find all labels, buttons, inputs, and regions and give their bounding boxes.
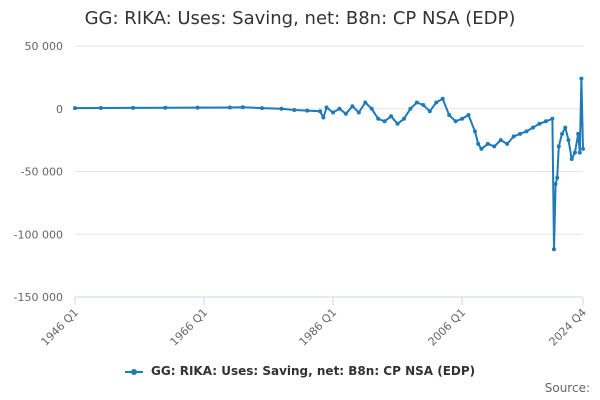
data-point — [321, 115, 326, 120]
legend[interactable]: GG: RIKA: Uses: Saving, net: B8n: CP NSA… — [0, 364, 600, 378]
tick-layer: 50 000 0 -50 000 -100 000 -150 000 1946 Q1 196… — [14, 40, 590, 348]
y-tick-label: 50 000 — [25, 40, 64, 53]
data-point — [479, 146, 484, 151]
data-point — [331, 110, 336, 115]
grid-layer — [75, 45, 583, 298]
source-label: Source: — [544, 381, 590, 395]
data-point — [73, 106, 77, 111]
data-point — [292, 108, 297, 113]
data-point — [447, 113, 452, 118]
data-point — [498, 138, 503, 143]
data-point — [518, 131, 523, 136]
legend-swatch-icon — [124, 367, 143, 377]
data-point — [440, 96, 445, 101]
data-point — [434, 100, 439, 105]
data-point — [569, 156, 574, 161]
data-point — [408, 106, 413, 111]
data-point — [427, 109, 432, 114]
x-tick-label: 1946 Q1 — [39, 306, 82, 349]
x-tick-label: 1986 Q1 — [297, 306, 340, 349]
data-point — [369, 106, 374, 111]
x-tick-label: 2006 Q1 — [426, 306, 469, 349]
data-point — [350, 104, 355, 109]
data-point — [576, 131, 581, 136]
data-point — [472, 129, 477, 134]
data-point — [376, 116, 381, 121]
y-tick-label: -100 000 — [14, 228, 63, 241]
data-point — [389, 114, 394, 119]
data-point — [421, 102, 426, 107]
data-point — [240, 105, 245, 110]
data-point — [577, 150, 582, 155]
data-point — [98, 105, 103, 110]
data-point — [563, 125, 568, 130]
data-point — [581, 146, 585, 151]
data-point — [531, 125, 536, 130]
data-point — [460, 116, 465, 121]
data-point — [227, 105, 232, 110]
chart-title: GG: RIKA: Uses: Saving, net: B8n: CP NSA… — [84, 8, 516, 29]
y-tick-label: 0 — [56, 103, 63, 116]
data-point — [318, 109, 323, 114]
data-point — [553, 182, 558, 187]
data-point — [551, 247, 556, 252]
data-point — [401, 116, 406, 121]
data-point — [195, 105, 200, 110]
axis-layer — [74, 296, 584, 305]
series-layer — [73, 76, 585, 252]
data-point — [572, 150, 577, 155]
data-point — [382, 119, 387, 124]
data-point — [556, 144, 561, 149]
data-point — [555, 175, 560, 180]
data-point — [163, 105, 168, 110]
data-point — [356, 110, 361, 115]
data-point — [550, 116, 555, 121]
data-point — [337, 106, 342, 111]
data-point — [579, 76, 584, 81]
data-point — [492, 144, 497, 149]
data-point — [305, 108, 310, 113]
data-point — [560, 131, 565, 136]
data-point — [131, 105, 136, 110]
data-point — [395, 121, 400, 126]
data-point — [279, 106, 284, 111]
data-point — [524, 129, 529, 134]
data-point — [566, 138, 571, 143]
data-point — [260, 106, 265, 111]
data-point — [343, 111, 348, 116]
data-point — [476, 141, 481, 146]
data-point — [537, 121, 542, 126]
y-tick-label: -50 000 — [21, 166, 63, 179]
y-tick-label: -150 000 — [14, 291, 63, 304]
data-point — [363, 100, 368, 105]
data-point — [324, 105, 329, 110]
x-tick-label: 1966 Q1 — [168, 306, 211, 349]
data-point — [466, 113, 471, 118]
data-point — [414, 100, 419, 105]
data-point — [505, 141, 510, 146]
data-point — [511, 134, 516, 139]
data-point — [453, 119, 458, 124]
series-line — [74, 77, 584, 251]
legend-label: GG: RIKA: Uses: Saving, net: B8n: CP NSA… — [151, 364, 476, 378]
data-point — [543, 119, 548, 124]
data-point — [485, 141, 490, 146]
x-tick-label: 2024 Q4 — [547, 306, 590, 349]
